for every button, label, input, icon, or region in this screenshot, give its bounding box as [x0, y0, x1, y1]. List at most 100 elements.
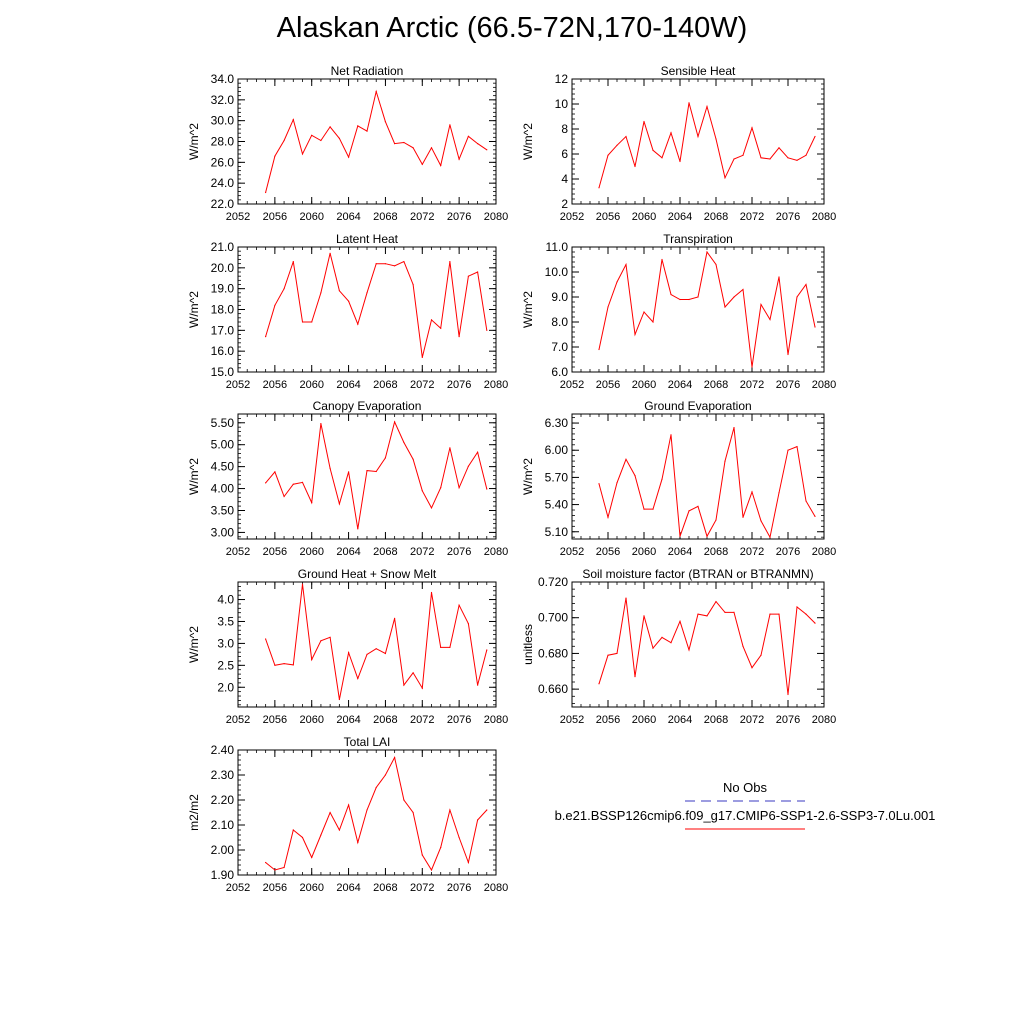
data-point: [440, 164, 442, 167]
data-point: [751, 667, 753, 669]
x-tick-label: 2072: [740, 714, 764, 726]
data-point: [440, 327, 442, 329]
data-point: [384, 457, 386, 459]
data-point: [348, 804, 350, 806]
y-tick-label: 3.50: [211, 503, 235, 517]
series-line: [265, 756, 488, 872]
data-point: [440, 846, 442, 849]
data-point: [403, 799, 405, 801]
data-point: [715, 263, 717, 266]
data-point: [652, 508, 654, 510]
y-tick-label: 8: [561, 122, 568, 136]
data-point: [706, 535, 708, 537]
data-point: [394, 143, 396, 145]
data-point: [477, 451, 479, 453]
data-point: [301, 836, 304, 839]
x-tick-label: 2076: [776, 714, 800, 726]
y-tick-label: 2.20: [211, 793, 235, 807]
x-tick-label: 2072: [410, 714, 434, 726]
data-point: [421, 163, 423, 165]
x-tick-label: 2060: [632, 379, 656, 391]
data-point: [311, 321, 313, 323]
data-point: [265, 336, 267, 338]
data-point: [449, 809, 451, 811]
data-point: [616, 144, 618, 146]
x-tick-label: 2052: [226, 714, 250, 726]
x-tick-label: 2060: [632, 546, 656, 558]
data-point: [403, 141, 405, 144]
x-tick-label: 2064: [668, 546, 692, 558]
data-point: [384, 774, 386, 776]
x-tick-label: 2080: [484, 379, 508, 391]
data-point: [760, 157, 762, 159]
data-point: [625, 597, 627, 599]
x-tick-label: 2068: [704, 546, 728, 558]
x-tick-label: 2080: [484, 714, 508, 726]
data-point: [274, 869, 276, 871]
data-point: [403, 684, 405, 686]
data-point: [440, 646, 442, 649]
data-point: [274, 664, 276, 666]
x-tick-label: 2072: [410, 379, 434, 391]
data-point: [265, 638, 267, 640]
data-point: [320, 834, 322, 836]
data-point: [733, 427, 735, 429]
series-line: [598, 427, 816, 539]
data-point: [724, 611, 726, 614]
y-tick-label: 10.0: [545, 265, 569, 279]
data-point: [292, 664, 294, 666]
data-point: [421, 687, 423, 689]
plot-frame: [571, 581, 825, 708]
data-point: [679, 160, 681, 163]
data-point: [805, 154, 807, 156]
series-line: [598, 598, 816, 695]
data-point: [348, 156, 350, 158]
data-point: [688, 298, 690, 301]
x-tick-label: 2052: [560, 211, 584, 223]
data-point: [598, 483, 600, 485]
data-point: [751, 127, 753, 129]
data-point: [458, 487, 460, 489]
data-point: [805, 500, 807, 502]
data-point: [320, 423, 322, 425]
y-axis-label: W/m^2: [521, 291, 535, 328]
y-tick-label: 2.10: [211, 818, 235, 832]
data-point: [598, 683, 600, 685]
data-point: [265, 191, 267, 194]
data-point: [805, 283, 807, 286]
x-tick-label: 2056: [596, 379, 620, 391]
data-point: [366, 653, 368, 656]
y-tick-label: 0.720: [538, 575, 568, 589]
y-tick-label: 10: [555, 97, 569, 111]
data-point: [403, 441, 405, 444]
data-point: [430, 147, 433, 149]
data-point: [301, 153, 304, 155]
data-point: [384, 652, 386, 655]
data-point: [338, 829, 340, 831]
data-point: [670, 642, 672, 644]
series-line: [265, 89, 488, 193]
data-point: [814, 515, 816, 518]
plot-frame: [237, 581, 497, 708]
y-tick-label: 6.0: [551, 365, 568, 379]
chart-title: Total LAI: [344, 735, 391, 749]
data-point: [607, 306, 609, 308]
y-tick-label: 4.0: [217, 593, 234, 607]
y-tick-label: 2.5: [217, 658, 234, 672]
y-tick-label: 8.0: [551, 315, 568, 329]
page-title: Alaskan Arctic (66.5-72N,170-140W): [276, 12, 748, 44]
y-tick-label: 2.30: [211, 768, 235, 782]
x-tick-label: 2080: [484, 546, 508, 558]
data-point: [458, 836, 460, 839]
x-tick-label: 2072: [740, 211, 764, 223]
data-point: [814, 135, 816, 138]
y-tick-label: 26.0: [211, 155, 235, 169]
data-point: [467, 623, 469, 625]
data-point: [283, 866, 285, 869]
data-point: [394, 265, 396, 267]
y-tick-label: 5.00: [211, 438, 235, 452]
data-point: [661, 478, 663, 480]
x-tick-label: 2060: [632, 714, 656, 726]
data-point: [751, 491, 753, 493]
chart-title: Ground Heat + Snow Melt: [298, 567, 437, 581]
